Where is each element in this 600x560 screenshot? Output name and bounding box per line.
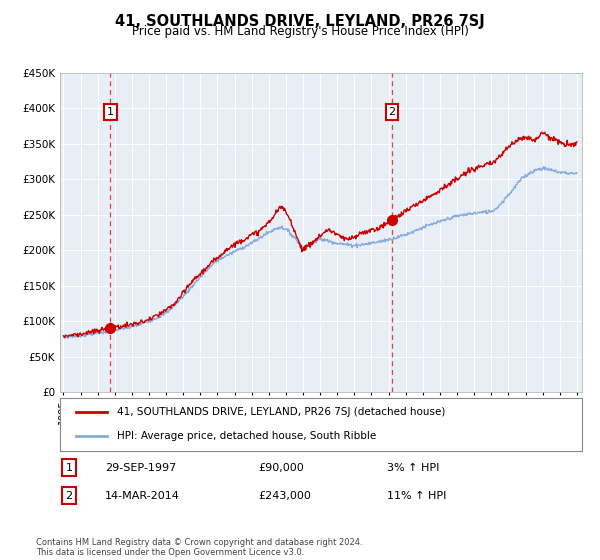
Text: 3% ↑ HPI: 3% ↑ HPI: [387, 463, 439, 473]
Text: 29-SEP-1997: 29-SEP-1997: [105, 463, 176, 473]
Text: 14-MAR-2014: 14-MAR-2014: [105, 491, 180, 501]
Text: 1: 1: [65, 463, 73, 473]
Text: 41, SOUTHLANDS DRIVE, LEYLAND, PR26 7SJ: 41, SOUTHLANDS DRIVE, LEYLAND, PR26 7SJ: [115, 14, 485, 29]
Text: 41, SOUTHLANDS DRIVE, LEYLAND, PR26 7SJ (detached house): 41, SOUTHLANDS DRIVE, LEYLAND, PR26 7SJ …: [118, 408, 446, 418]
Text: Price paid vs. HM Land Registry's House Price Index (HPI): Price paid vs. HM Land Registry's House …: [131, 25, 469, 38]
Text: 2: 2: [65, 491, 73, 501]
Text: £243,000: £243,000: [258, 491, 311, 501]
Text: 11% ↑ HPI: 11% ↑ HPI: [387, 491, 446, 501]
Text: £90,000: £90,000: [258, 463, 304, 473]
Text: 2: 2: [388, 107, 395, 117]
Text: HPI: Average price, detached house, South Ribble: HPI: Average price, detached house, Sout…: [118, 431, 377, 441]
Text: 1: 1: [107, 107, 114, 117]
Text: Contains HM Land Registry data © Crown copyright and database right 2024.
This d: Contains HM Land Registry data © Crown c…: [36, 538, 362, 557]
